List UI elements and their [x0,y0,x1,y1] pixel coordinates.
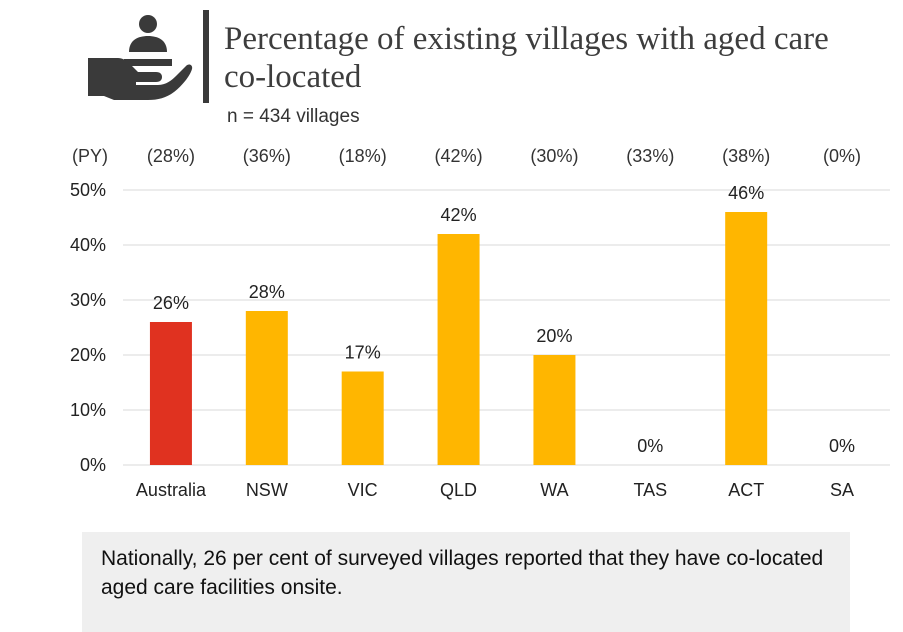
prior-year-header: (PY) [72,146,108,166]
prior-year-label: (18%) [339,146,387,166]
prior-year-label: (33%) [626,146,674,166]
data-label: 17% [345,343,381,363]
data-label: 0% [637,436,663,456]
x-tick-label: WA [540,480,568,500]
data-label: 28% [249,282,285,302]
summary-text: Nationally, 26 per cent of surveyed vill… [101,547,824,599]
x-tick-label: TAS [633,480,667,500]
y-tick-label: 10% [70,400,106,420]
prior-year-label: (38%) [722,146,770,166]
data-label: 0% [829,436,855,456]
data-label: 42% [441,205,477,225]
bar-vic [341,371,384,465]
x-tick-label: Australia [136,480,207,500]
data-label: 20% [536,326,572,346]
bar-act [725,212,768,465]
y-tick-label: 30% [70,290,106,310]
x-tick-label: VIC [348,480,378,500]
bar-australia [149,322,192,465]
prior-year-label: (28%) [147,146,195,166]
y-tick-label: 20% [70,345,106,365]
x-tick-label: QLD [440,480,477,500]
prior-year-label: (36%) [243,146,291,166]
chart-title: Percentage of existing villages with age… [224,21,829,95]
data-label: 26% [153,293,189,313]
title-divider [203,10,209,103]
x-tick-label: NSW [246,480,288,500]
prior-year-label: (30%) [530,146,578,166]
bar-qld [437,234,480,465]
x-tick-label: ACT [728,480,764,500]
bar-nsw [245,311,288,465]
data-label: 46% [728,183,764,203]
sample-size: n = 434 villages [227,106,360,127]
hand-holding-person-icon [86,10,196,105]
y-tick-label: 50% [70,180,106,200]
bar-wa [533,355,576,465]
prior-year-label: (42%) [435,146,483,166]
prior-year-label: (0%) [823,146,861,166]
summary-box [82,532,850,632]
x-tick-label: SA [830,480,854,500]
y-tick-label: 0% [80,455,106,475]
y-tick-label: 40% [70,235,106,255]
bar-chart: 0% 10% 20% 30% 40% 50% (PY) 26% Australia (28%) 28… [70,146,890,500]
